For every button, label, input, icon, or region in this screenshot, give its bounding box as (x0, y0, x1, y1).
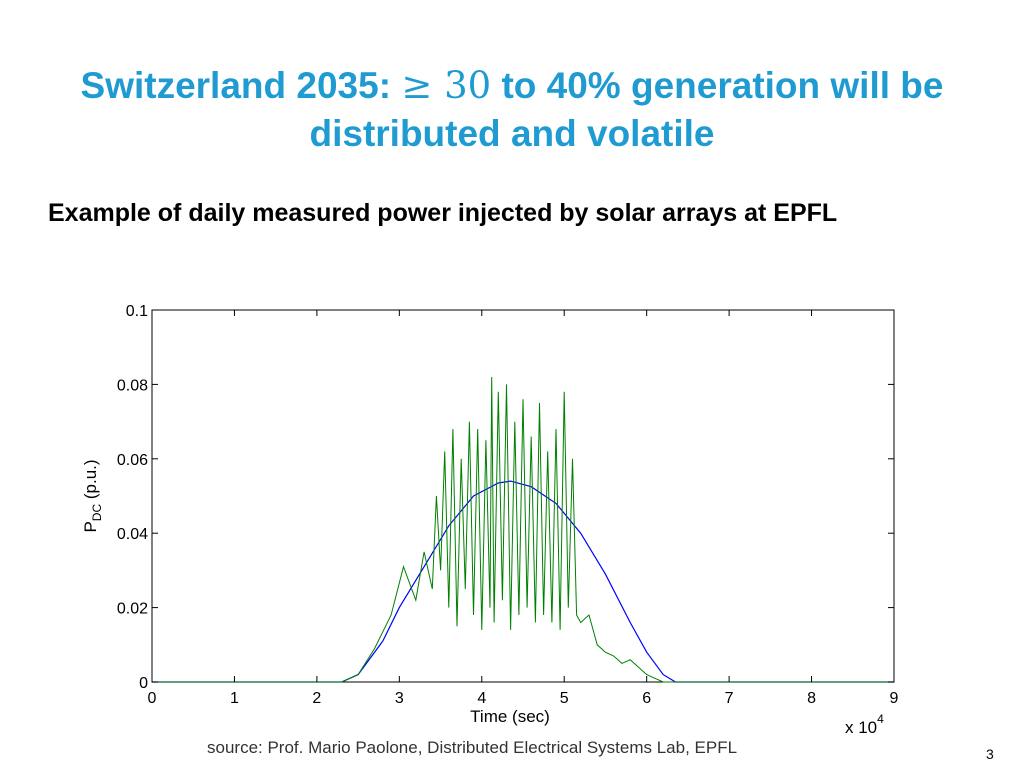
plot-area (151, 309, 895, 683)
chart-description: Example of daily measured power injected… (48, 199, 838, 227)
x-multiplier-exp: 4 (877, 712, 884, 726)
title-part2: to 40% generation will be (491, 65, 944, 106)
y-tick-label: 0.1 (126, 303, 148, 320)
x-tick-label: 4 (477, 690, 486, 707)
x-tick-label: 2 (312, 690, 321, 707)
y-tick-label: 0.06 (117, 452, 148, 469)
title-part1: Switzerland 2035: (80, 65, 402, 106)
x-tick-label: 0 (148, 690, 157, 707)
x-tick-label: 5 (560, 690, 569, 707)
y-axis-label: PDC (p.u.) (81, 459, 104, 532)
title-line2: distributed and volatile (309, 113, 715, 154)
title-math: ≥ 30 (401, 64, 492, 107)
x-multiplier: x 104 (845, 712, 884, 737)
x-tick-label: 9 (890, 690, 899, 707)
source-caption: source: Prof. Mario Paolone, Distributed… (207, 738, 738, 757)
x-axis-label: Time (sec) (470, 707, 550, 726)
x-multiplier-base: x 10 (845, 718, 877, 737)
x-tick-label: 7 (725, 690, 734, 707)
x-tick-label: 6 (642, 690, 651, 707)
page-number: 3 (986, 746, 994, 762)
x-tick-label: 3 (395, 690, 404, 707)
y-label-unit: (p.u.) (81, 459, 100, 503)
x-tick-label: 1 (230, 690, 239, 707)
y-tick-label: 0.08 (117, 377, 148, 394)
series-line-measured (152, 376, 894, 683)
y-label-sub: DC (90, 504, 104, 522)
y-tick-label: 0.02 (117, 601, 148, 618)
x-tick-label: 8 (807, 690, 816, 707)
slide-title: Switzerland 2035: ≥ 30 to 40% generation… (0, 62, 1024, 158)
y-label-main: P (81, 521, 100, 532)
y-tick-label: 0.04 (117, 526, 148, 543)
y-tick-label: 0 (139, 675, 148, 692)
